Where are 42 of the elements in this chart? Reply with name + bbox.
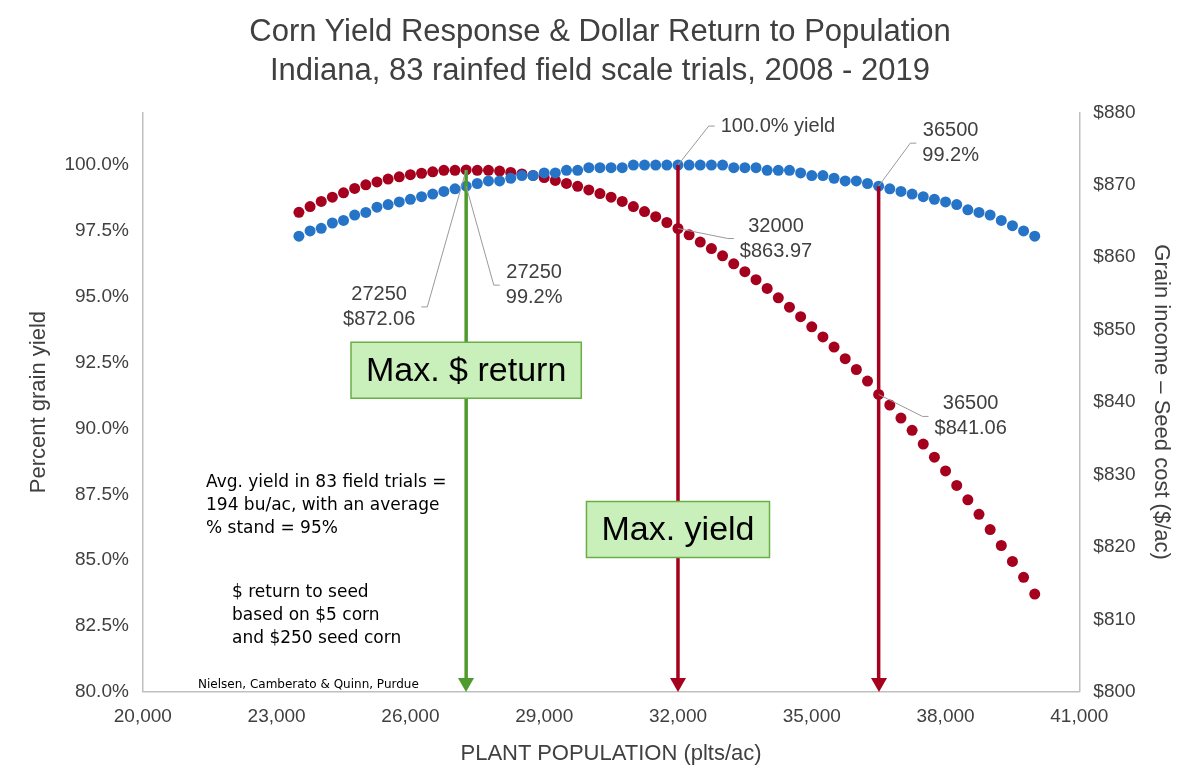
x-tick-label: 26,000 xyxy=(381,705,440,727)
y2-tick-label: $870 xyxy=(1093,173,1136,195)
data-label: 36500 $841.06 xyxy=(934,391,1007,439)
x-tick-label: 20,000 xyxy=(113,705,172,727)
x-tick-label: 23,000 xyxy=(247,705,306,727)
y2-tick-label: $860 xyxy=(1093,245,1136,267)
x-tick-label: 41,000 xyxy=(1050,705,1109,727)
y2-tick-label: $880 xyxy=(1093,100,1136,122)
chart-subtitle: Indiana, 83 rainfed field scale trials, 2008 - 2019 xyxy=(269,52,931,88)
ref-line-label: Max. yield xyxy=(601,508,755,547)
x-tick-label: 35,000 xyxy=(782,705,841,727)
data-label: 100.0% yield xyxy=(720,113,836,136)
y-tick-label: 85.0% xyxy=(74,548,129,570)
y2-tick-label: $840 xyxy=(1093,390,1136,412)
y-tick-label: 87.5% xyxy=(74,482,129,504)
data-label: 36500 99.2% xyxy=(922,118,980,166)
annotation: $ return to seed based on $5 corn and $250 seed corn xyxy=(232,580,402,649)
y-tick-label: 100.0% xyxy=(64,153,129,175)
data-label: 27250 99.2% xyxy=(505,260,563,308)
annotation: Avg. yield in 83 field trials = 194 bu/ac, with an average % stand = 95% xyxy=(206,470,447,539)
ref-line-label: Max. $ return xyxy=(366,349,567,388)
y2-axis-title: Grain income – Seed cost ($/ac) xyxy=(1149,244,1175,560)
y2-tick-label: $820 xyxy=(1093,535,1136,557)
x-tick-label: 38,000 xyxy=(916,705,975,727)
y2-tick-label: $800 xyxy=(1093,680,1136,702)
x-tick-label: 32,000 xyxy=(648,705,708,727)
y-tick-label: 90.0% xyxy=(74,416,129,438)
y-tick-label: 80.0% xyxy=(74,680,129,702)
annotation: Nielsen, Camberato & Quinn, Purdue xyxy=(198,676,419,693)
data-label: 32000 $863.97 xyxy=(739,213,813,261)
y-tick-label: 92.5% xyxy=(74,350,129,372)
y-axis-title: Percent grain yield xyxy=(25,310,51,494)
y-tick-label: 97.5% xyxy=(74,219,129,241)
y2-tick-label: $810 xyxy=(1093,607,1136,629)
y-tick-label: 82.5% xyxy=(74,614,129,636)
data-label: 27250 $872.06 xyxy=(343,281,416,329)
y2-tick-label: $830 xyxy=(1093,462,1136,484)
x-tick-label: 29,000 xyxy=(515,705,574,727)
x-axis-title: PLANT POPULATION (plts/ac) xyxy=(460,739,762,765)
y2-tick-label: $850 xyxy=(1093,317,1136,339)
y-tick-label: 95.0% xyxy=(74,284,129,306)
chart-title: Corn Yield Response & Dollar Return to Population xyxy=(249,13,951,49)
